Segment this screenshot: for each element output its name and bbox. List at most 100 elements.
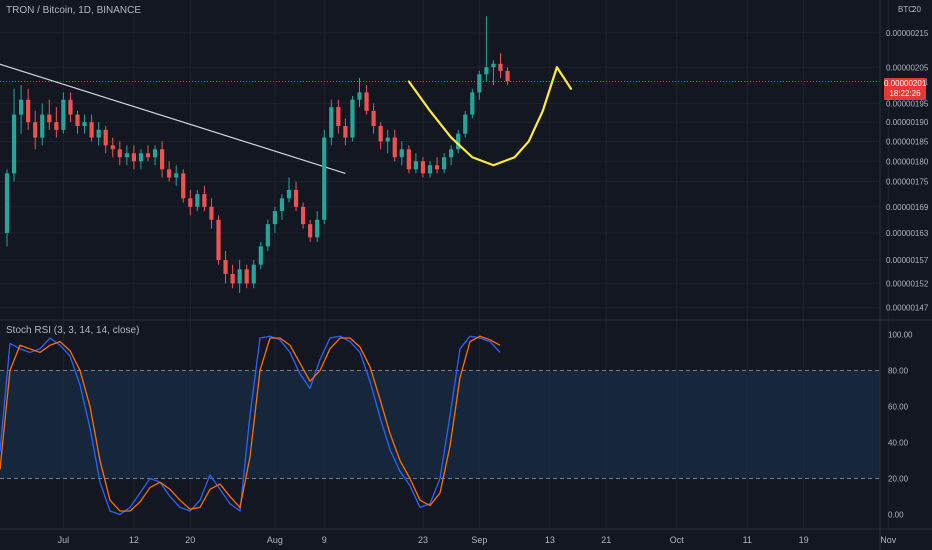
candle-body <box>329 107 334 138</box>
candle <box>322 129 327 225</box>
candle-body <box>442 157 447 170</box>
time-tick-label: 20 <box>185 535 195 545</box>
time-tick-label: Oct <box>670 535 685 545</box>
stoch-tick-label: 100.00 <box>888 330 913 339</box>
candle-body <box>491 63 496 68</box>
candle-body <box>420 161 426 174</box>
candle-body <box>322 137 327 220</box>
candle-body <box>216 219 221 261</box>
candle <box>75 110 80 134</box>
candle-body <box>4 173 10 233</box>
stoch-tick-label: 80.00 <box>888 366 909 375</box>
stoch-tick-label: 40.00 <box>888 439 909 448</box>
candle-body <box>293 189 299 207</box>
candle-body <box>47 114 52 123</box>
axis-labels: Jul 12 20 Aug 9 23 Sep 13 21 Oct 11 19 Nov 0.00000215… <box>58 5 929 545</box>
candle <box>279 194 285 220</box>
candle-body <box>174 173 179 178</box>
candle <box>498 53 503 78</box>
candle-body <box>11 114 17 174</box>
candle-body <box>456 133 461 150</box>
candle <box>188 189 193 216</box>
price-tick-label: 0.00000215 <box>886 29 929 38</box>
candle <box>237 260 242 294</box>
candle <box>40 103 45 146</box>
candle <box>343 118 348 146</box>
overbought-oversold-band <box>0 370 880 479</box>
stoch-tick-label: 20.00 <box>888 475 909 484</box>
candle <box>181 169 186 203</box>
candle <box>470 88 475 119</box>
candle <box>315 211 320 242</box>
candle-body <box>413 161 418 170</box>
candle-body <box>195 194 200 207</box>
candle-body <box>145 153 151 158</box>
candle <box>293 181 299 212</box>
price-tick-label: 20 <box>912 5 921 14</box>
candle <box>33 110 38 150</box>
main-legend[interactable]: TRON / Bitcoin, 1D, BINANCE <box>6 5 142 16</box>
time-tick-label: Nov <box>880 535 897 545</box>
candle-body <box>392 137 397 158</box>
candle-body <box>103 129 108 146</box>
candle-body <box>188 198 193 207</box>
candle-body <box>202 194 207 207</box>
candle <box>216 215 221 265</box>
candle-body <box>152 149 158 158</box>
candle <box>378 122 383 150</box>
candle-body <box>96 129 101 138</box>
candle-body <box>357 92 362 100</box>
candle-body <box>223 260 228 274</box>
candle-body <box>89 122 94 138</box>
trendline <box>0 63 346 174</box>
last-price-badge: 0.00000201 18:22:26 <box>884 78 926 100</box>
candle-body <box>308 224 313 238</box>
candle <box>167 161 172 182</box>
candles <box>4 16 510 294</box>
candle <box>4 169 10 247</box>
last-price-value: 0.00000201 <box>884 79 927 88</box>
candle <box>202 185 207 212</box>
candle <box>195 189 200 212</box>
candle-body <box>336 107 341 126</box>
time-tick-label: 13 <box>545 535 555 545</box>
time-tick-label: Jul <box>58 535 70 545</box>
indicator-legend[interactable]: Stoch RSI (3, 3, 14, 14, close) <box>6 325 140 336</box>
candle <box>117 141 122 166</box>
candle <box>491 60 496 86</box>
candle <box>11 88 17 182</box>
descending-trendline <box>0 63 346 174</box>
cup-handle-curve <box>407 66 573 167</box>
candle <box>420 157 426 178</box>
price-tick-label: 0.00000190 <box>886 118 929 127</box>
candle <box>434 157 440 174</box>
candle <box>463 110 468 138</box>
candle <box>427 161 433 178</box>
candle-body <box>19 99 24 115</box>
candle <box>413 153 418 174</box>
candle <box>371 103 376 134</box>
candle <box>96 122 101 146</box>
candle-body <box>449 149 454 158</box>
candle <box>110 137 115 158</box>
candle-body <box>138 153 144 162</box>
stoch-lines <box>0 335 501 516</box>
candle <box>442 153 447 174</box>
candle <box>258 241 263 270</box>
candle-body <box>160 149 165 170</box>
candle-body <box>399 149 404 158</box>
candle-body <box>350 99 355 138</box>
candle <box>484 16 489 82</box>
candle <box>308 219 313 242</box>
stoch-tick-label: 60.00 <box>888 402 909 411</box>
candle-body <box>258 246 263 265</box>
candle <box>265 219 270 251</box>
candle-body <box>209 206 214 220</box>
candle-body <box>301 206 306 225</box>
candle-body <box>477 74 482 93</box>
candle <box>364 85 369 115</box>
candle <box>68 92 73 123</box>
candle-body <box>272 211 277 225</box>
candle-body <box>117 149 122 158</box>
